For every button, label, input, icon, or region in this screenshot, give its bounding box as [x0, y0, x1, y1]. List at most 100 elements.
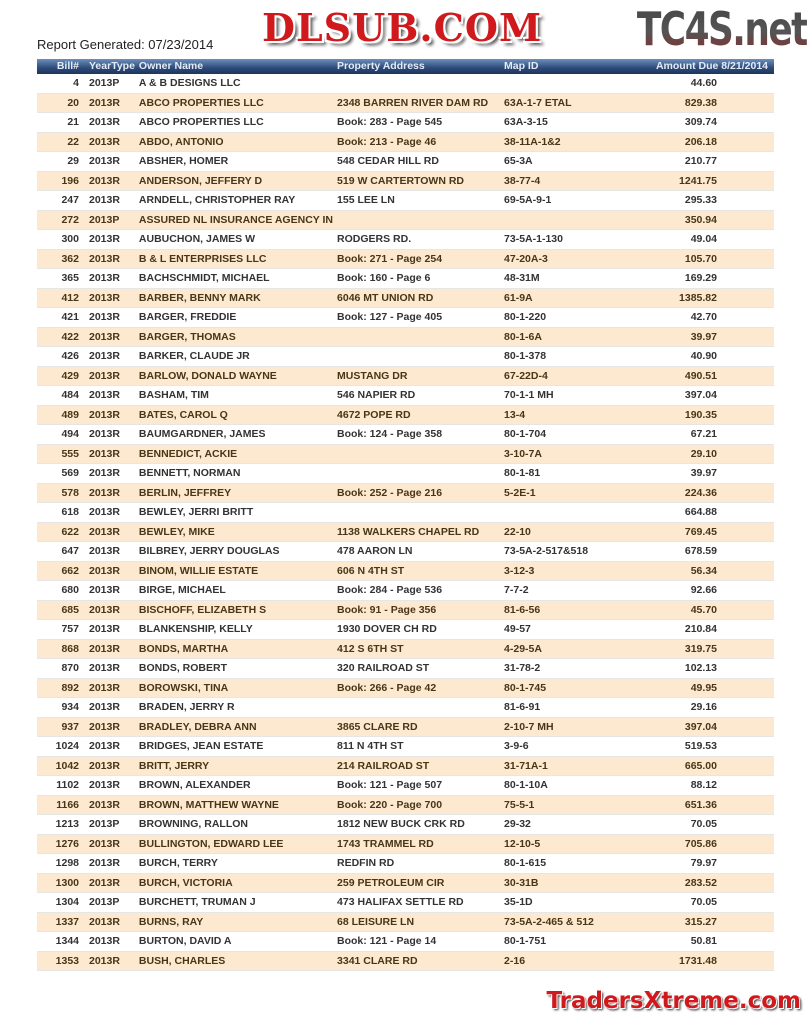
table-row: 300 2013R AUBUCHON, JAMES W RODGERS RD. 73-5…: [37, 230, 774, 250]
owner-name-cell: BURCHETT, TRUMAN J: [137, 893, 335, 913]
bill-number-cell: 1102: [37, 776, 81, 796]
amount-due-cell: 283.52: [631, 874, 774, 894]
bill-number-cell: 618: [37, 503, 81, 523]
bill-number-cell: 1166: [37, 796, 81, 816]
map-id-cell: 38-11A-1&2: [502, 133, 631, 153]
amount-due-cell: 309.74: [631, 113, 774, 133]
table-row: 365 2013R BACHSCHMIDT, MICHAEL Book: 160 - …: [37, 269, 774, 289]
bill-number-cell: 247: [37, 191, 81, 211]
table-row: 1213 2013P BROWNING, RALLON 1812 NEW BUCK C…: [37, 815, 774, 835]
table-row: 247 2013R ARNDELL, CHRISTOPHER RAY 155 LEE …: [37, 191, 774, 211]
column-header-map-id: Map ID: [504, 60, 539, 72]
map-id-cell: 80-1-10A: [502, 776, 631, 796]
map-id-cell: 73-5A-2-465 & 512: [502, 913, 631, 933]
amount-due-cell: 29.10: [631, 445, 774, 465]
owner-name-cell: BRITT, JERRY: [137, 757, 335, 777]
map-id-cell: 31-78-2: [502, 659, 631, 679]
property-address-cell: 3865 CLARE RD: [335, 718, 502, 738]
property-address-cell: RODGERS RD.: [335, 230, 502, 250]
owner-name-cell: BONDS, ROBERT: [137, 659, 335, 679]
owner-name-cell: BARLOW, DONALD WAYNE: [137, 367, 335, 387]
bill-number-cell: 484: [37, 386, 81, 406]
table-row: 1353 2013R BUSH, CHARLES 3341 CLARE RD 2-16 1…: [37, 951, 774, 972]
owner-name-cell: BURTON, DAVID A: [137, 932, 335, 952]
table-row: 1344 2013R BURTON, DAVID A Book: 121 - Page…: [37, 932, 774, 952]
amount-due-cell: 29.16: [631, 698, 774, 718]
year-type-cell: 2013R: [81, 581, 137, 601]
map-id-cell: 31-71A-1: [502, 757, 631, 777]
map-id-cell: 13-4: [502, 406, 631, 426]
amount-due-cell: 829.38: [631, 94, 774, 114]
year-type-cell: 2013P: [81, 74, 137, 94]
property-address-cell: Book: 213 - Page 46: [335, 133, 502, 153]
owner-name-cell: ASSURED NL INSURANCE AGENCY IN: [137, 211, 335, 231]
owner-name-cell: BATES, CAROL Q: [137, 406, 335, 426]
year-type-cell: 2013R: [81, 698, 137, 718]
property-address-cell: [335, 74, 502, 94]
property-address-cell: 320 RAILROAD ST: [335, 659, 502, 679]
amount-due-cell: 397.04: [631, 386, 774, 406]
map-id-cell: 80-1-745: [502, 679, 631, 699]
amount-due-cell: 39.97: [631, 464, 774, 484]
table-row: 622 2013R BEWLEY, MIKE 1138 WALKERS CHAPEL …: [37, 522, 774, 543]
owner-name-cell: A & B DESIGNS LLC: [137, 74, 335, 94]
map-id-cell: [502, 211, 631, 231]
property-address-cell: Book: 127 - Page 405: [335, 308, 502, 328]
bill-number-cell: 1213: [37, 815, 81, 835]
owner-name-cell: BONDS, MARTHA: [137, 640, 335, 660]
table-row: 757 2013R BLANKENSHIP, KELLY 1930 DOVER CH …: [37, 620, 774, 640]
map-id-cell: [502, 503, 631, 523]
property-address-cell: 519 W CARTERTOWN RD: [335, 172, 502, 192]
year-type-cell: 2013R: [81, 308, 137, 328]
year-type-cell: 2013R: [81, 425, 137, 445]
table-row: 22 2013R ABDO, ANTONIO Book: 213 - Page 46 3…: [37, 132, 774, 153]
amount-due-cell: 39.97: [631, 328, 774, 348]
bill-number-cell: 1042: [37, 757, 81, 777]
property-address-cell: 1812 NEW BUCK CRK RD: [335, 815, 502, 835]
property-address-cell: REDFIN RD: [335, 854, 502, 874]
bill-number-cell: 1304: [37, 893, 81, 913]
table-row: 272 2013P ASSURED NL INSURANCE AGENCY IN 35…: [37, 210, 774, 231]
map-id-cell: 80-1-6A: [502, 328, 631, 348]
year-type-cell: 2013R: [81, 854, 137, 874]
property-address-cell: [335, 211, 502, 231]
bill-number-cell: 680: [37, 581, 81, 601]
property-address-cell: Book: 271 - Page 254: [335, 250, 502, 270]
property-address-cell: [335, 698, 502, 718]
table-row: 412 2013R BARBER, BENNY MARK 6046 MT UNION …: [37, 288, 774, 309]
amount-due-cell: 92.66: [631, 581, 774, 601]
amount-due-cell: 769.45: [631, 523, 774, 543]
bill-number-cell: 426: [37, 347, 81, 367]
amount-due-cell: 169.29: [631, 269, 774, 289]
amount-due-cell: 397.04: [631, 718, 774, 738]
map-id-cell: 70-1-1 MH: [502, 386, 631, 406]
bill-number-cell: 937: [37, 718, 81, 738]
owner-name-cell: BURCH, TERRY: [137, 854, 335, 874]
property-address-cell: Book: 266 - Page 42: [335, 679, 502, 699]
map-id-cell: 12-10-5: [502, 835, 631, 855]
amount-due-cell: 56.34: [631, 562, 774, 582]
table-row: 934 2013R BRADEN, JERRY R 81-6-91 29.16: [37, 698, 774, 718]
map-id-cell: 61-9A: [502, 289, 631, 309]
column-header-bill: Bill#: [56, 60, 79, 72]
year-type-cell: 2013R: [81, 191, 137, 211]
table-row: 680 2013R BIRGE, MICHAEL Book: 284 - Page 5…: [37, 581, 774, 601]
property-address-cell: [335, 445, 502, 465]
map-id-cell: 22-10: [502, 523, 631, 543]
property-address-cell: 1930 DOVER CH RD: [335, 620, 502, 640]
amount-due-cell: 45.70: [631, 601, 774, 621]
amount-due-cell: 1731.48: [631, 952, 774, 972]
map-id-cell: 2-16: [502, 952, 631, 972]
map-id-cell: 63A-3-15: [502, 113, 631, 133]
owner-name-cell: ARNDELL, CHRISTOPHER RAY: [137, 191, 335, 211]
owner-name-cell: BULLINGTON, EDWARD LEE: [137, 835, 335, 855]
year-type-cell: 2013R: [81, 640, 137, 660]
map-id-cell: 80-1-81: [502, 464, 631, 484]
amount-due-cell: 295.33: [631, 191, 774, 211]
map-id-cell: 73-5A-1-130: [502, 230, 631, 250]
bill-number-cell: 20: [37, 94, 81, 114]
property-address-cell: Book: 160 - Page 6: [335, 269, 502, 289]
amount-due-cell: 105.70: [631, 250, 774, 270]
owner-name-cell: ABCO PROPERTIES LLC: [137, 94, 335, 114]
map-id-cell: 69-5A-9-1: [502, 191, 631, 211]
